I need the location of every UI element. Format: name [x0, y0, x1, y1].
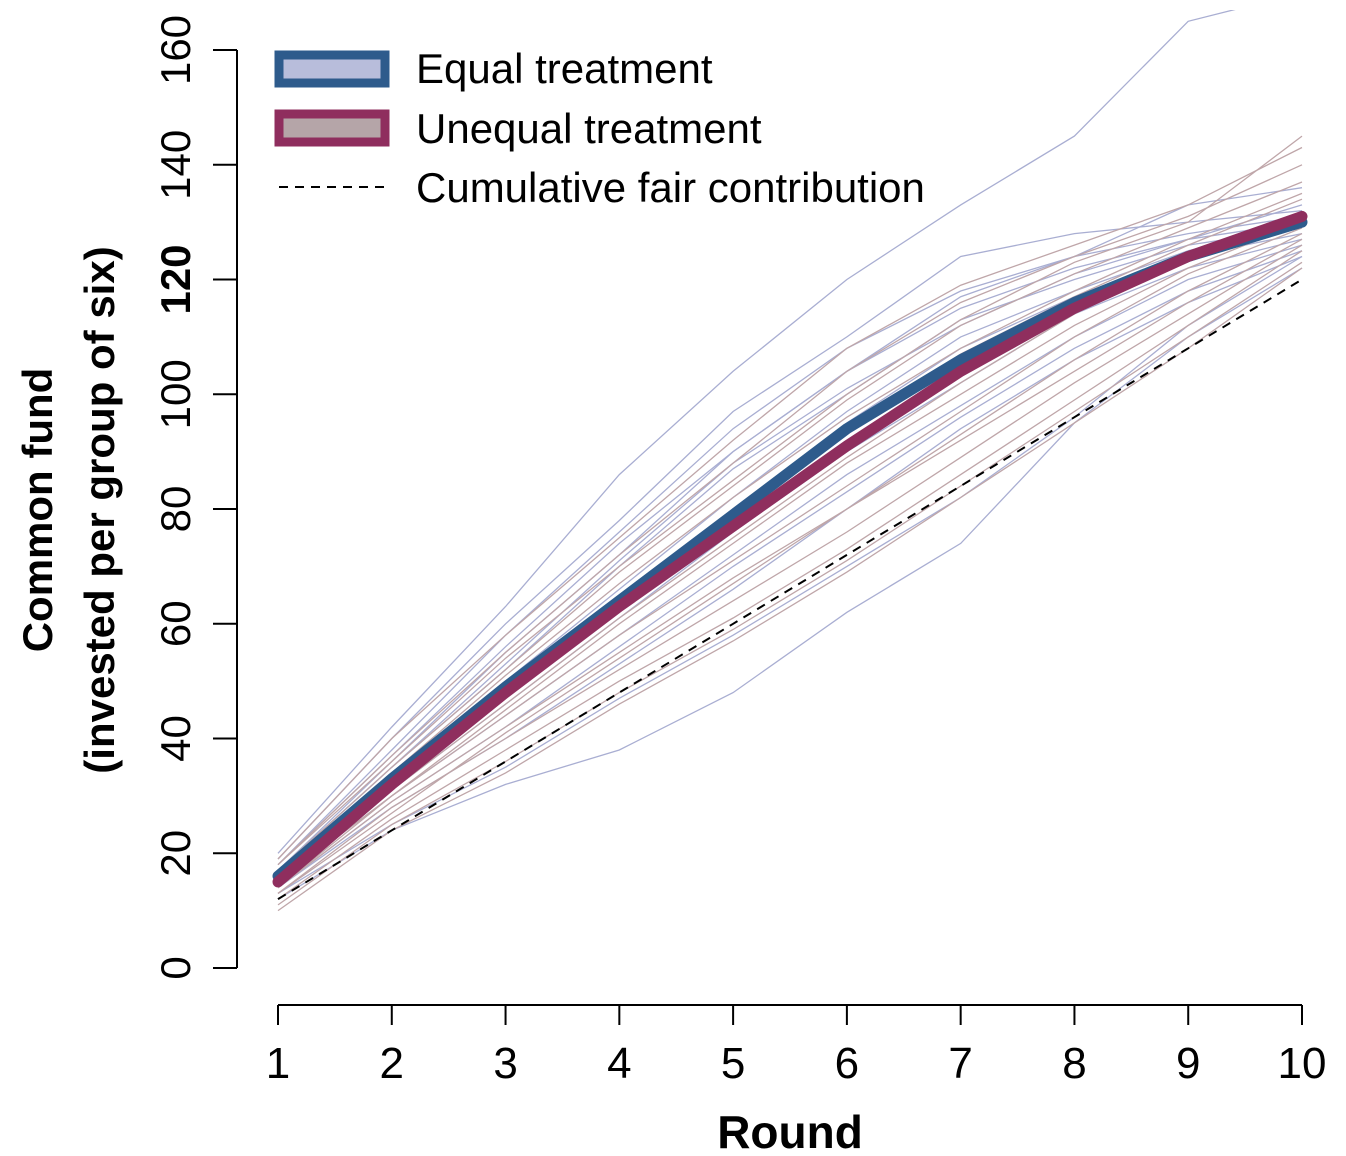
x-tick-label: 4 — [607, 1039, 631, 1088]
y-tick-label: 40 — [152, 715, 199, 762]
legend-swatch-unequal — [274, 109, 390, 147]
group-line-unequal — [277, 198, 1303, 877]
series-line-fair-contribution — [277, 278, 1303, 900]
group-line-unequal — [277, 250, 1303, 900]
group-line-equal — [277, 267, 1303, 900]
main-lines — [272, 210, 1308, 900]
group-line-unequal — [277, 164, 1303, 866]
y-tick-label: 120 — [152, 244, 199, 314]
x-tick-label: 6 — [835, 1039, 859, 1088]
y-axis: 0 20 40 60 80 100 120 140 160 — [152, 15, 238, 980]
group-line-equal — [277, 232, 1303, 877]
legend-item-fair: Cumulative fair contribution — [279, 164, 925, 211]
x-tick-label: 3 — [493, 1039, 517, 1088]
group-line-unequal — [277, 181, 1303, 871]
legend-label-fair: Cumulative fair contribution — [416, 164, 925, 211]
group-line-equal — [277, 187, 1303, 866]
group-line-unequal — [277, 227, 1303, 883]
group-line-unequal — [277, 244, 1303, 894]
legend-item-equal: Equal treatment — [274, 45, 713, 92]
legend-label-equal: Equal treatment — [416, 45, 713, 92]
legend-item-unequal: Unequal treatment — [274, 105, 762, 152]
group-line-unequal — [277, 221, 1303, 889]
group-line-equal — [277, 10, 1236, 854]
legend: Equal treatment Unequal treatment Cumula… — [274, 45, 925, 211]
y-tick-label: 20 — [152, 830, 199, 877]
y-tick-label: 60 — [152, 600, 199, 647]
group-line-unequal — [277, 267, 1303, 912]
y-tick-label: 100 — [152, 359, 199, 429]
group-line-unequal — [277, 261, 1303, 906]
group-line-unequal — [277, 238, 1303, 894]
legend-label-unequal: Unequal treatment — [416, 105, 762, 152]
group-line-unequal — [277, 233, 1303, 889]
y-tick-label: 140 — [152, 130, 199, 200]
y-axis-title-line1: Common fund — [14, 368, 61, 653]
y-tick-label: 160 — [152, 15, 199, 85]
x-axis-title: Round — [717, 1106, 863, 1156]
group-line-unequal — [277, 192, 1303, 877]
group-line-equal — [277, 244, 1303, 883]
series-line-unequal-mean — [272, 210, 1308, 888]
group-line-equal — [277, 210, 1303, 860]
x-tick-label: 7 — [948, 1039, 972, 1088]
group-line-equal — [277, 215, 1303, 866]
group-line-unequal — [277, 135, 1303, 866]
x-tick-label: 2 — [380, 1039, 404, 1088]
legend-swatch-equal — [274, 50, 390, 88]
group-line-equal — [277, 250, 1303, 889]
y-tick-label: 80 — [152, 486, 199, 533]
group-line-unequal — [277, 146, 1303, 860]
x-tick-label: 9 — [1176, 1039, 1200, 1088]
x-axis: 1 2 3 4 5 6 7 8 9 10 — [266, 1004, 1327, 1088]
y-axis-title-line2: (invested per group of six) — [76, 246, 123, 773]
group-line-equal — [277, 204, 1303, 871]
x-tick-label: 5 — [721, 1039, 745, 1088]
x-tick-label: 8 — [1062, 1039, 1086, 1088]
y-tick-label: 0 — [152, 956, 199, 979]
x-tick-label: 10 — [1278, 1039, 1327, 1088]
x-tick-label: 1 — [266, 1039, 290, 1088]
